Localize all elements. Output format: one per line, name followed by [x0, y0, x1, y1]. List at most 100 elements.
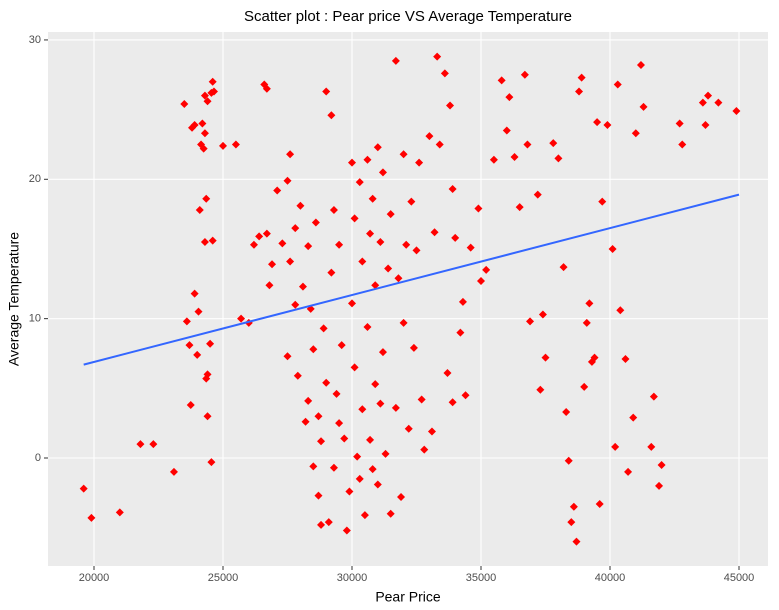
- point: [283, 176, 292, 185]
- point: [268, 260, 277, 269]
- x-axis-label: Pear Price: [375, 589, 441, 605]
- point: [407, 197, 416, 206]
- point: [79, 484, 88, 493]
- point: [286, 257, 295, 266]
- point: [208, 77, 217, 86]
- point: [593, 118, 602, 127]
- point: [440, 69, 449, 78]
- point: [629, 413, 638, 422]
- point: [355, 178, 364, 187]
- point: [704, 91, 713, 100]
- point: [206, 339, 215, 348]
- point: [538, 310, 547, 319]
- point: [391, 403, 400, 412]
- point: [595, 499, 604, 508]
- point: [420, 445, 429, 454]
- point: [458, 297, 467, 306]
- point: [526, 317, 535, 326]
- point: [317, 520, 326, 529]
- point: [203, 97, 212, 106]
- point: [732, 107, 741, 116]
- point: [255, 232, 264, 241]
- point: [180, 100, 189, 109]
- point: [384, 264, 393, 273]
- point: [482, 265, 491, 274]
- point: [430, 228, 439, 237]
- point: [314, 491, 323, 500]
- x-tick-label: 35000: [466, 572, 497, 584]
- point: [262, 229, 271, 238]
- point: [293, 371, 302, 380]
- point: [399, 318, 408, 327]
- point: [562, 408, 571, 417]
- trend-line: [83, 193, 740, 366]
- point: [317, 437, 326, 446]
- point: [337, 341, 346, 350]
- point: [378, 348, 387, 357]
- point: [149, 440, 158, 449]
- point: [569, 502, 578, 511]
- point: [350, 214, 359, 223]
- point: [309, 345, 318, 354]
- x-tick-label: 25000: [208, 572, 239, 584]
- point: [678, 140, 687, 149]
- point: [186, 401, 195, 410]
- point: [190, 120, 199, 129]
- point: [613, 80, 622, 89]
- y-axis-label: Average Temperature: [6, 232, 22, 366]
- point: [283, 352, 292, 361]
- point: [675, 119, 684, 128]
- point: [273, 186, 282, 195]
- point: [523, 140, 532, 149]
- point: [335, 240, 344, 249]
- point: [193, 350, 202, 359]
- point: [559, 263, 568, 272]
- point: [402, 240, 411, 249]
- point: [366, 229, 375, 238]
- point: [199, 144, 208, 153]
- point: [319, 324, 328, 333]
- point: [536, 385, 545, 394]
- point: [182, 317, 191, 326]
- point: [298, 282, 307, 291]
- point: [520, 70, 529, 79]
- point: [624, 467, 633, 476]
- point: [219, 141, 228, 150]
- point: [363, 155, 372, 164]
- point: [329, 463, 338, 472]
- point: [327, 268, 336, 277]
- point: [378, 168, 387, 177]
- point: [202, 194, 211, 203]
- point: [376, 238, 385, 247]
- point: [202, 374, 211, 383]
- point: [194, 307, 203, 316]
- point: [209, 87, 218, 96]
- point: [427, 427, 436, 436]
- point: [497, 76, 506, 85]
- point: [198, 119, 207, 128]
- point: [608, 244, 617, 253]
- point: [324, 518, 333, 527]
- point: [311, 218, 320, 227]
- point: [443, 368, 452, 377]
- point: [412, 246, 421, 255]
- y-tick-label: 0: [35, 452, 41, 464]
- point: [342, 526, 351, 535]
- point: [355, 474, 364, 483]
- point: [136, 440, 145, 449]
- point: [554, 154, 563, 163]
- point: [397, 493, 406, 502]
- y-tick-label: 20: [29, 173, 41, 185]
- point: [237, 314, 246, 323]
- point: [409, 343, 418, 352]
- point: [314, 412, 323, 421]
- point: [456, 328, 465, 337]
- point: [590, 353, 599, 362]
- point: [345, 487, 354, 496]
- point: [376, 399, 385, 408]
- point: [448, 398, 457, 407]
- point: [549, 139, 558, 148]
- y-tick-label: 10: [29, 313, 41, 325]
- point: [291, 300, 300, 309]
